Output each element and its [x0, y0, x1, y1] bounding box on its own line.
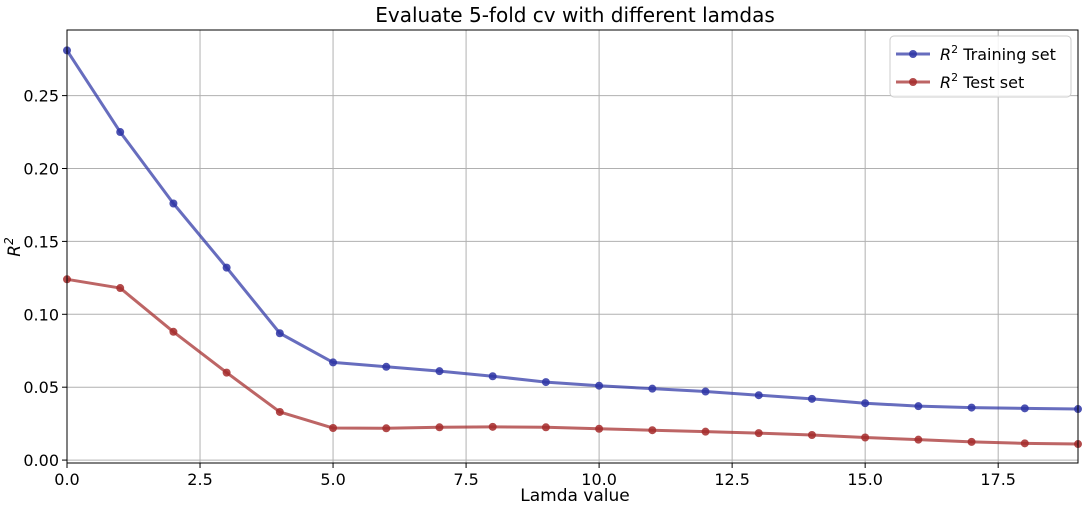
data-point	[275, 329, 284, 338]
legend-marker	[909, 50, 917, 58]
data-point	[1020, 439, 1029, 448]
legend-label: R2 Training set	[940, 43, 1056, 64]
data-point	[116, 128, 125, 137]
data-point	[541, 378, 550, 387]
y-tick-label: 0.25	[23, 87, 59, 106]
data-point	[701, 427, 710, 436]
x-axis-label: Lamda value	[520, 486, 630, 506]
y-tick-label: 0.05	[23, 378, 59, 397]
data-point	[275, 407, 284, 416]
data-point	[595, 381, 604, 390]
series-line-1	[65, 49, 1079, 411]
data-point	[648, 426, 657, 435]
y-tick-label: 0.00	[23, 451, 59, 470]
x-tick-label: 17.5	[980, 470, 1016, 489]
data-point	[488, 422, 497, 431]
y-tick-label: 0.20	[23, 160, 59, 179]
x-tick-label: 2.5	[187, 470, 212, 489]
data-point	[914, 435, 923, 444]
data-point	[488, 372, 497, 381]
data-point	[329, 424, 338, 433]
data-point	[967, 437, 976, 446]
legend-box	[889, 35, 1072, 98]
data-point	[754, 391, 763, 400]
data-point	[169, 199, 178, 208]
data-point	[382, 424, 391, 433]
chart-title: Evaluate 5-fold cv with different lamdas	[375, 3, 775, 27]
data-point	[914, 402, 923, 411]
x-tick-label: 10.0	[581, 470, 617, 489]
data-point	[754, 429, 763, 438]
plot-frame	[66, 29, 1079, 464]
data-point	[169, 327, 178, 336]
data-point	[807, 431, 816, 440]
legend-marker	[909, 78, 917, 86]
data-point	[329, 358, 338, 367]
data-point	[861, 399, 870, 408]
y-axis-label: R2	[2, 237, 25, 256]
plot-area	[63, 46, 1082, 449]
legend: R2 Training set R2 Test set	[889, 35, 1072, 98]
data-point	[1020, 404, 1029, 413]
data-point	[967, 403, 976, 412]
data-point	[222, 263, 231, 272]
data-point	[861, 433, 870, 442]
y-tick-label: 0.10	[23, 305, 59, 324]
data-point	[541, 423, 550, 432]
data-point	[435, 367, 444, 376]
x-axis: 0.0 2.5 5.0 7.5 10.0 12.5 15.0 17.5	[54, 463, 1016, 489]
x-tick-label: 12.5	[714, 470, 750, 489]
x-tick-label: 5.0	[320, 470, 345, 489]
y-tick-label: 0.15	[23, 232, 59, 251]
data-point	[807, 394, 816, 403]
data-point	[595, 424, 604, 433]
x-tick-label: 7.5	[453, 470, 478, 489]
data-point	[222, 368, 231, 377]
x-tick-label: 0.0	[54, 470, 79, 489]
data-point	[701, 387, 710, 396]
x-tick-label: 15.0	[847, 470, 883, 489]
data-point	[648, 384, 657, 393]
data-point	[382, 362, 391, 371]
data-point	[435, 423, 444, 432]
legend-label: R2 Test set	[940, 71, 1024, 92]
y-axis: 0.00 0.05 0.10 0.15 0.20 0.25	[23, 87, 67, 470]
series-line-2	[66, 277, 1079, 446]
data-point	[116, 284, 125, 293]
